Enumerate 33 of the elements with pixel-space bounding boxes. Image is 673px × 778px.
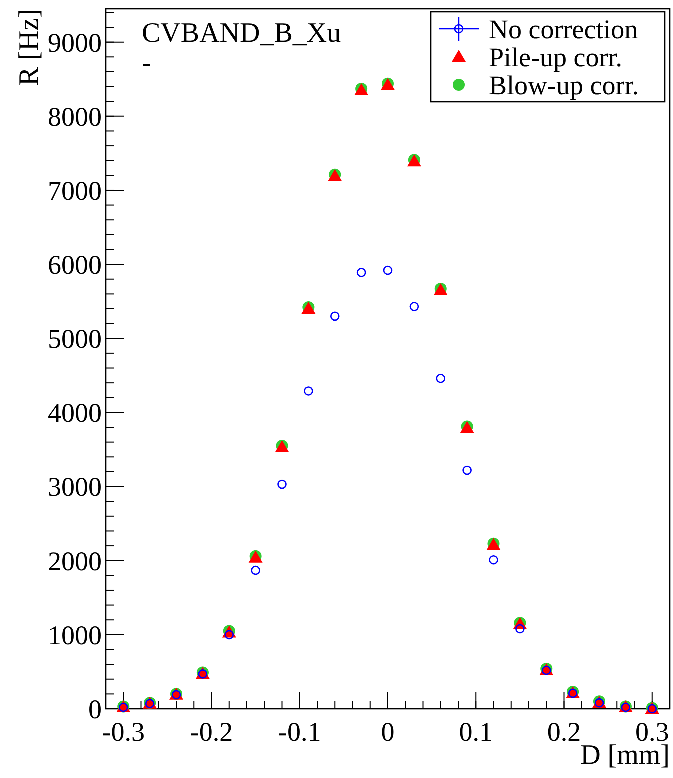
x-tick-label: 0 — [381, 717, 395, 747]
x-tick-label: -0.3 — [102, 717, 145, 747]
point — [383, 266, 393, 276]
legend-label: Pile-up corr. — [489, 42, 622, 72]
y-tick-label: 9000 — [48, 28, 102, 58]
x-tick-label: 0.1 — [459, 717, 493, 747]
point — [516, 624, 525, 634]
y-tick-label: 5000 — [48, 324, 102, 354]
x-axis-title: D [mm] — [580, 740, 670, 771]
point — [251, 566, 260, 576]
legend-label: No correction — [489, 14, 639, 44]
point — [489, 555, 498, 565]
chart-title: CVBAND_B_Xu — [142, 18, 342, 49]
point — [356, 268, 366, 278]
y-tick-label: 1000 — [48, 620, 102, 650]
y-tick-label: 0 — [88, 694, 102, 724]
y-tick-label: 4000 — [48, 398, 102, 428]
y-tick-label: 3000 — [48, 472, 102, 502]
point — [330, 312, 340, 322]
x-tick-label: -0.1 — [278, 717, 322, 747]
point — [462, 466, 472, 476]
y-tick-label: 6000 — [48, 250, 102, 280]
y-tick-label: 8000 — [48, 102, 102, 132]
y-tick-label: 7000 — [48, 176, 102, 206]
point — [304, 386, 314, 396]
annotation: - — [142, 48, 152, 79]
point — [410, 302, 420, 312]
y-axis-title: R [Hz] — [14, 9, 45, 86]
y-tick-label: 2000 — [48, 546, 102, 576]
point — [436, 374, 446, 384]
point — [278, 480, 287, 490]
x-tick-label: 0.2 — [547, 717, 582, 747]
x-tick-label: -0.2 — [190, 717, 234, 747]
